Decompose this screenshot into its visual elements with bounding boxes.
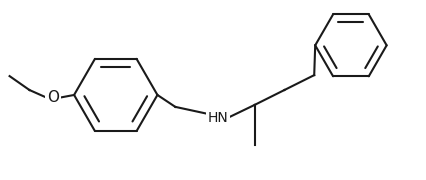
Text: O: O [47, 90, 59, 105]
Text: HN: HN [207, 111, 228, 125]
